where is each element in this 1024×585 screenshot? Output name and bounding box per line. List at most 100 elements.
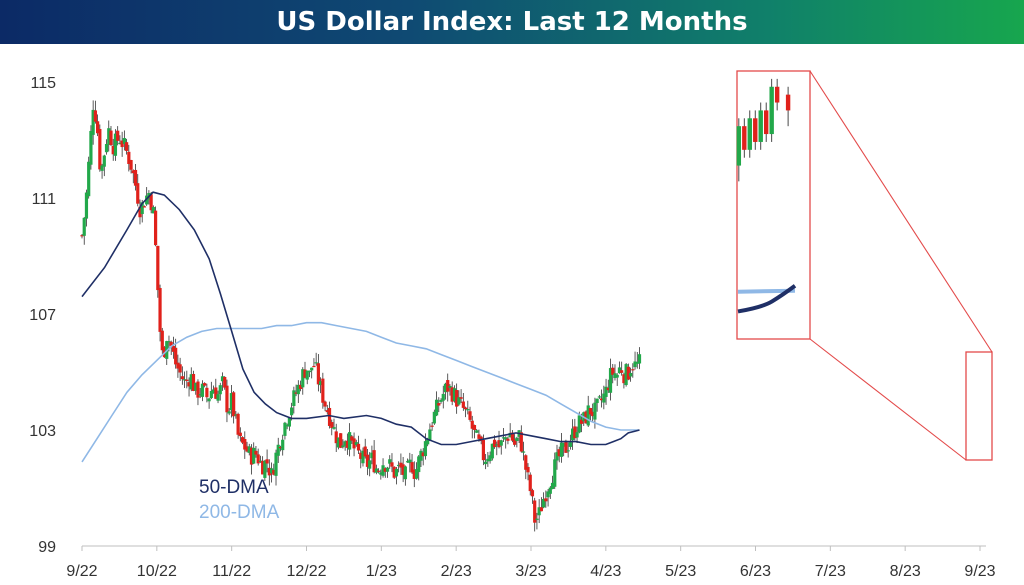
candle-body <box>182 379 187 381</box>
candle-body <box>501 437 506 439</box>
candle-body <box>635 361 639 364</box>
inset-candle-body <box>736 126 742 166</box>
candle-body <box>158 288 162 332</box>
candle-body <box>515 437 519 442</box>
candle-body <box>109 130 113 146</box>
candle-body <box>104 144 109 153</box>
candle-body <box>499 440 503 446</box>
candle-body <box>133 169 138 186</box>
inset-candle-body <box>747 118 752 150</box>
candle-body <box>272 469 276 475</box>
candle-body <box>542 499 546 508</box>
x-tick-label: 7/23 <box>815 563 846 580</box>
candle-body <box>394 468 399 477</box>
candle-body <box>611 367 615 375</box>
candle-body <box>256 454 260 464</box>
candle-body <box>606 387 610 391</box>
candle-body <box>102 155 106 167</box>
candle-body <box>588 407 593 415</box>
candle-body <box>209 390 213 398</box>
candle-body <box>122 138 126 144</box>
candle-body <box>586 405 590 426</box>
candle-body <box>359 452 363 459</box>
candle-body <box>410 462 414 473</box>
candle-body <box>530 490 535 497</box>
inset-candle-body <box>769 86 774 135</box>
candle-body <box>125 142 129 151</box>
candle-body <box>142 206 147 208</box>
candle-body <box>628 373 633 377</box>
candle-body <box>390 462 394 467</box>
candle-body <box>506 438 510 441</box>
candle-body <box>156 245 160 291</box>
candle-body <box>234 414 238 416</box>
candle-body <box>325 410 329 413</box>
candle-body <box>434 399 439 416</box>
candle-body <box>430 425 434 427</box>
candle-body <box>111 145 115 155</box>
candle-body <box>615 374 619 378</box>
candle-body <box>533 500 537 523</box>
candle-body <box>593 402 597 420</box>
chart-title: US Dollar Index: Last 12 Months <box>276 7 748 37</box>
candle-body <box>508 432 512 438</box>
candle-body <box>528 474 532 492</box>
candle-body <box>577 415 581 433</box>
candle-body <box>294 392 298 394</box>
candle-body <box>240 437 245 443</box>
candle-body <box>187 382 191 387</box>
candle-body <box>504 437 508 440</box>
x-tick-label: 2/23 <box>441 563 472 580</box>
candle-body <box>519 432 523 452</box>
candle-body <box>455 390 459 407</box>
candle-body <box>631 369 635 371</box>
candle-body <box>200 383 205 397</box>
candle-body <box>261 460 265 475</box>
candle-body <box>361 450 365 464</box>
candle-body <box>138 206 142 218</box>
candle-body <box>421 452 425 457</box>
candle-body <box>205 387 209 398</box>
candle-body <box>575 432 579 438</box>
candle-body <box>368 460 372 469</box>
candle-body <box>392 466 396 478</box>
candle-body <box>381 465 385 476</box>
candle-body <box>194 382 198 391</box>
candle-body <box>131 170 135 174</box>
candle-body <box>376 470 381 472</box>
candle-body <box>321 378 325 403</box>
candle-body <box>169 341 173 346</box>
candle-body <box>332 427 336 429</box>
candle-body <box>604 386 608 397</box>
candle-body <box>269 468 274 474</box>
candle-body <box>370 452 374 459</box>
candle-body <box>225 385 229 413</box>
candle-body <box>579 419 584 424</box>
candle-body <box>472 425 477 430</box>
candle-body <box>334 431 338 444</box>
candle-body <box>428 429 432 442</box>
candle-body <box>145 195 149 205</box>
candle-body <box>238 432 242 437</box>
candle-body <box>521 451 526 453</box>
candle-body <box>274 452 278 476</box>
candle-body <box>401 464 405 475</box>
candle-body <box>550 482 555 489</box>
candle-body <box>488 455 492 462</box>
candle-body <box>602 393 606 403</box>
candle-body <box>470 420 474 429</box>
candle-body <box>450 387 454 402</box>
candle-body <box>350 436 354 441</box>
candle-body <box>492 439 497 448</box>
candle-body <box>374 468 378 473</box>
candle-body <box>93 110 97 122</box>
candle-body <box>426 439 430 445</box>
candle-body <box>383 468 387 472</box>
candle-body <box>307 370 312 373</box>
candle-body <box>298 384 303 390</box>
candle-body <box>98 128 102 170</box>
moving-averages <box>81 191 640 463</box>
candle-body <box>423 441 428 457</box>
candle-body <box>276 444 280 456</box>
candle-body <box>363 446 367 457</box>
